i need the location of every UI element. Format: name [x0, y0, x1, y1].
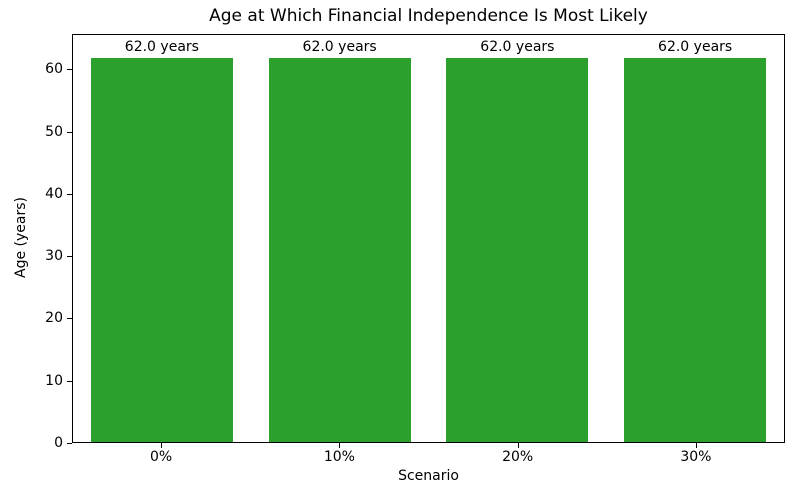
x-tick-label: 20% [502, 449, 534, 465]
x-tick-label: 10% [323, 449, 355, 465]
y-tick-mark [67, 380, 72, 382]
bar-20% [446, 57, 589, 442]
bar-value-label: 62.0 years [480, 38, 555, 55]
y-tick-label: 40 [45, 185, 63, 202]
plot-area: 62.0 years 62.0 years 62.0 years 62.0 years [72, 34, 785, 443]
y-tick-mark [67, 318, 72, 320]
y-tick-label: 30 [45, 248, 63, 265]
bar-0% [90, 57, 233, 442]
y-tick-label: 50 [45, 123, 63, 140]
bar-30% [624, 57, 767, 442]
x-tick-label: 0% [150, 449, 173, 465]
bar-value-label: 62.0 years [124, 38, 199, 55]
y-tick-label: 20 [45, 310, 63, 327]
y-tick-mark [67, 193, 72, 195]
chart-title: Age at Which Financial Independence Is M… [209, 6, 648, 26]
y-tick-mark [67, 69, 72, 71]
bar-value-label: 62.0 years [302, 38, 377, 55]
x-tick-mark [517, 443, 519, 448]
bar-value-label: 62.0 years [658, 38, 733, 55]
y-tick-mark [67, 131, 72, 133]
x-tick-mark [339, 443, 341, 448]
x-axis-label: Scenario [398, 468, 459, 484]
y-tick-label: 10 [45, 372, 63, 389]
y-tick-label: 0 [54, 435, 63, 451]
y-tick-mark [67, 256, 72, 258]
x-tick-mark [695, 443, 697, 448]
y-axis-label: Age (years) [13, 197, 29, 278]
y-tick-label: 60 [45, 61, 63, 78]
bar-10% [268, 57, 411, 442]
y-tick-mark [67, 443, 72, 444]
x-tick-label: 30% [680, 449, 712, 465]
x-tick-mark [161, 443, 163, 448]
